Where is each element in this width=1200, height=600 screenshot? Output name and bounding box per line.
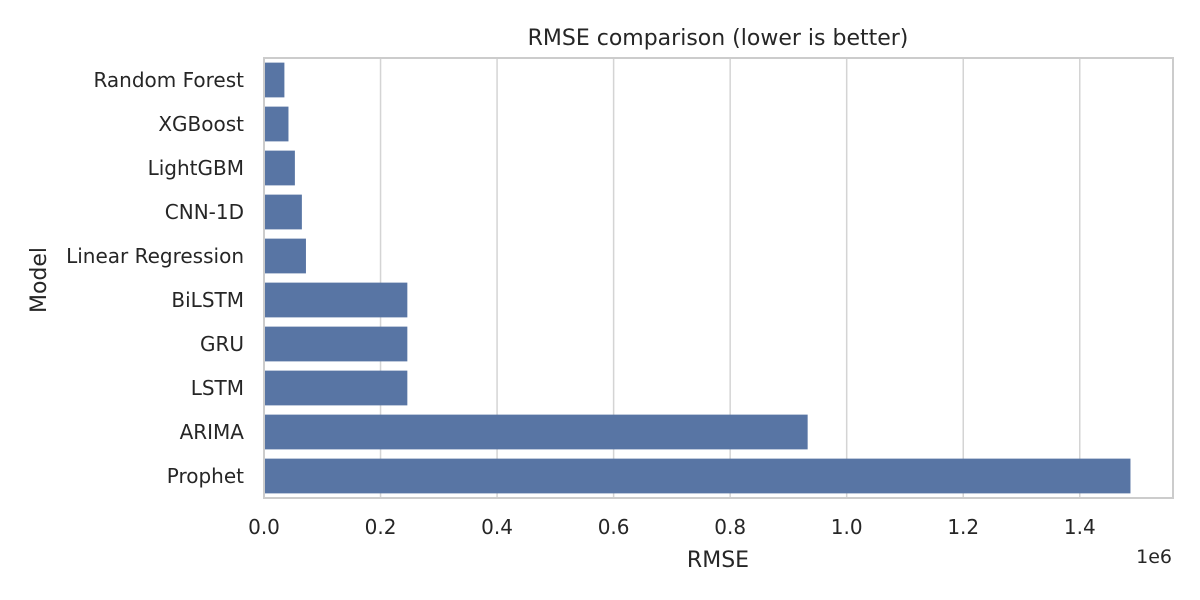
x-tick-label: 0.6: [598, 515, 630, 539]
y-tick-labels: Random Forest XGBoost LightGBM CNN-1D Linear…: [66, 68, 244, 488]
bar-cnn-1d: [265, 194, 302, 230]
bar-lightgbm: [265, 150, 295, 186]
x-tick-labels: 0.0 0.2 0.4 0.6 0.8 1.0 1.2 1.4: [248, 515, 1096, 539]
plot-frame: [263, 57, 1174, 499]
x-tick-label: 0.2: [365, 515, 397, 539]
bar-linear-regression: [265, 238, 306, 274]
bars: [265, 62, 1131, 494]
x-tick-label: 0.4: [481, 515, 513, 539]
y-tick-label: Prophet: [167, 464, 244, 488]
bar-gru: [265, 326, 408, 362]
x-axis-offset-label: 1e6: [1136, 546, 1172, 568]
chart-title: RMSE comparison (lower is better): [528, 26, 909, 51]
y-axis-label: Model: [27, 247, 52, 313]
y-tick-label: ARIMA: [180, 420, 245, 444]
bar-xgboost: [265, 106, 289, 142]
y-tick-label: LightGBM: [148, 156, 244, 180]
y-tick-label: GRU: [200, 332, 244, 356]
x-tick-label: 1.0: [831, 515, 863, 539]
bar-prophet: [265, 458, 1131, 494]
bar-arima: [265, 414, 808, 450]
y-tick-label: XGBoost: [158, 112, 244, 136]
x-axis-label: RMSE: [687, 548, 749, 573]
y-tick-label: CNN-1D: [165, 200, 244, 224]
x-tick-label: 0.8: [714, 515, 746, 539]
y-tick-label: BiLSTM: [171, 288, 244, 312]
bar-random-forest: [265, 62, 285, 98]
gridlines: [263, 58, 1081, 498]
y-tick-label: Random Forest: [93, 68, 244, 92]
bar-lstm: [265, 370, 408, 406]
bar-bilstm: [265, 282, 408, 318]
x-tick-label: 1.2: [947, 515, 979, 539]
x-tick-label: 0.0: [248, 515, 280, 539]
y-tick-label: Linear Regression: [66, 244, 244, 268]
y-tick-label: LSTM: [191, 376, 244, 400]
x-tick-label: 1.4: [1064, 515, 1096, 539]
